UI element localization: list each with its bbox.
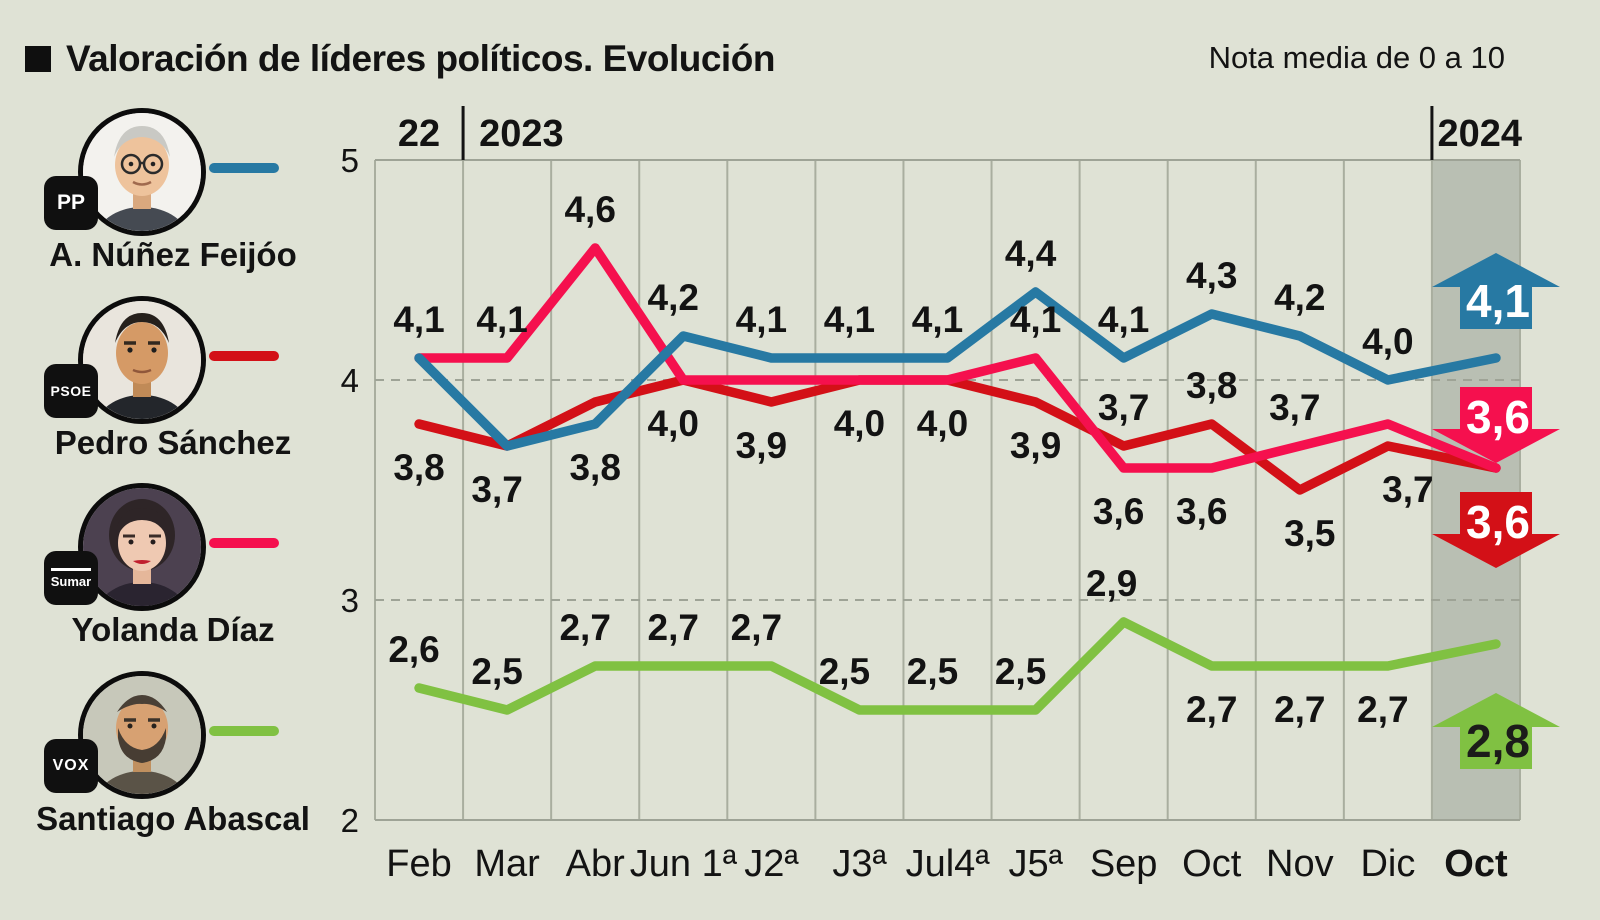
value-label-feijoo: 4,1 bbox=[736, 299, 787, 340]
value-label-abascal: 2,7 bbox=[559, 607, 610, 648]
legend-name: Yolanda Díaz bbox=[71, 611, 275, 648]
value-label-feijoo: 4,4 bbox=[1005, 233, 1057, 274]
scale-note: Nota media de 0 a 10 bbox=[1208, 40, 1505, 75]
x-axis-label: Oct bbox=[1182, 843, 1242, 885]
arrow-value-sanchez: 3,6 bbox=[1466, 496, 1530, 548]
x-axis-label: J5ª bbox=[1008, 843, 1063, 885]
value-label-sanchez: 3,9 bbox=[736, 425, 787, 466]
value-label-feijoo: 4,0 bbox=[1362, 321, 1413, 362]
arrow-value-diaz: 3,6 bbox=[1466, 391, 1530, 443]
avatar-feijoo bbox=[78, 108, 206, 236]
x-axis-label: Mar bbox=[474, 843, 540, 885]
year-label-2024: 2024 bbox=[1437, 113, 1522, 155]
value-label-abascal: 2,9 bbox=[1086, 563, 1137, 604]
legend-name: Pedro Sánchez bbox=[54, 424, 292, 461]
value-label-sanchez: 4,0 bbox=[648, 403, 699, 444]
avatar-diaz bbox=[78, 483, 206, 611]
value-label-abascal: 2,7 bbox=[648, 607, 699, 648]
value-label-diaz: 3,6 bbox=[1093, 491, 1144, 532]
value-label-sanchez: 3,9 bbox=[1010, 425, 1061, 466]
color-swatch-diaz bbox=[209, 538, 279, 548]
x-axis-label: Sep bbox=[1090, 843, 1158, 885]
value-label-diaz: 3,7 bbox=[1269, 387, 1320, 428]
avatar-sanchez bbox=[78, 296, 206, 424]
color-swatch-abascal bbox=[209, 726, 279, 736]
party-badge-psoe: PSOE bbox=[44, 364, 98, 418]
party-badge-sumar: Sumar bbox=[44, 551, 98, 605]
value-label-abascal: 2,5 bbox=[819, 651, 870, 692]
value-label-feijoo: 4,1 bbox=[912, 299, 963, 340]
x-axis-label: Jul4ª bbox=[906, 843, 991, 885]
value-label-diaz: 3,6 bbox=[1176, 491, 1227, 532]
value-label-abascal: 2,5 bbox=[471, 651, 522, 692]
x-axis-label: J3ª bbox=[832, 843, 887, 885]
legend-name: A. Núñez Feijóo bbox=[49, 236, 297, 273]
value-label-feijoo: 4,1 bbox=[393, 299, 444, 340]
title-bullet-square-icon bbox=[25, 46, 51, 72]
value-label-abascal: 2,5 bbox=[995, 651, 1046, 692]
value-label-abascal: 2,7 bbox=[1274, 689, 1325, 730]
chart-header: Valoración de líderes políticos. Evoluci… bbox=[25, 38, 775, 80]
value-label-feijoo: 4,1 bbox=[824, 299, 875, 340]
page-title: Valoración de líderes políticos. Evoluci… bbox=[66, 38, 775, 79]
value-label-sanchez: 3,7 bbox=[1382, 469, 1433, 510]
value-label-sanchez: 3,8 bbox=[393, 447, 444, 488]
value-label-abascal: 2,7 bbox=[1186, 689, 1237, 730]
value-label-feijoo: 4,3 bbox=[1186, 255, 1237, 296]
up-arrow-feijoo bbox=[1432, 253, 1560, 329]
value-label-abascal: 2,5 bbox=[907, 651, 958, 692]
value-label-diaz: 4,1 bbox=[476, 299, 527, 340]
value-label-feijoo: 4,2 bbox=[1274, 277, 1325, 318]
x-axis-label: Feb bbox=[386, 843, 451, 885]
value-label-sanchez: 3,5 bbox=[1284, 513, 1335, 554]
value-label-feijoo: 4,2 bbox=[648, 277, 699, 318]
value-label-feijoo: 4,1 bbox=[1098, 299, 1149, 340]
x-axis-label: Oct bbox=[1444, 843, 1508, 885]
value-label-feijoo: 3,8 bbox=[569, 447, 620, 488]
avatar-abascal bbox=[78, 671, 206, 799]
x-axis-label: Jun 1ª bbox=[630, 843, 738, 885]
value-label-abascal: 2,7 bbox=[731, 607, 782, 648]
value-label-abascal: 2,6 bbox=[388, 629, 439, 670]
value-label-diaz: 4,6 bbox=[564, 189, 615, 230]
color-swatch-feijoo bbox=[209, 163, 279, 173]
color-swatch-sanchez bbox=[209, 351, 279, 361]
arrow-value-abascal: 2,8 bbox=[1466, 715, 1530, 767]
series-line-diaz bbox=[414, 243, 1501, 473]
value-label-sanchez: 3,7 bbox=[1098, 387, 1149, 428]
value-label-feijoo: 3,7 bbox=[471, 469, 522, 510]
x-axis-label: Dic bbox=[1360, 843, 1415, 885]
year-label-22: 22 bbox=[398, 113, 440, 155]
party-badge-vox: VOX bbox=[44, 739, 98, 793]
y-tick-label: 5 bbox=[341, 142, 359, 179]
y-tick-label: 2 bbox=[341, 802, 359, 839]
legend: PP A. Núñez Feijóo PSOE Pedro Sánchez Sumar Y… bbox=[0, 0, 345, 920]
legend-name: Santiago Abascal bbox=[36, 800, 310, 837]
y-tick-label: 3 bbox=[341, 582, 359, 619]
down-arrow-diaz bbox=[1432, 387, 1560, 463]
party-badge-pp: PP bbox=[44, 176, 98, 230]
series-line-feijoo bbox=[414, 287, 1501, 451]
x-axis-label: Nov bbox=[1266, 843, 1334, 885]
series-line-abascal bbox=[414, 617, 1501, 715]
y-tick-label: 4 bbox=[341, 362, 359, 399]
value-label-sanchez: 3,8 bbox=[1186, 365, 1237, 406]
value-label-diaz: 4,1 bbox=[1010, 299, 1061, 340]
arrow-value-feijoo: 4,1 bbox=[1466, 275, 1530, 327]
value-label-abascal: 2,7 bbox=[1357, 689, 1408, 730]
value-label-sanchez: 4,0 bbox=[917, 403, 968, 444]
value-label-sanchez: 4,0 bbox=[834, 403, 885, 444]
down-arrow-sanchez bbox=[1432, 492, 1560, 568]
year-label-2023: 2023 bbox=[479, 113, 564, 155]
x-axis-label: Abr bbox=[566, 843, 625, 885]
x-axis-label: J2ª bbox=[744, 843, 799, 885]
up-arrow-abascal bbox=[1432, 693, 1560, 769]
